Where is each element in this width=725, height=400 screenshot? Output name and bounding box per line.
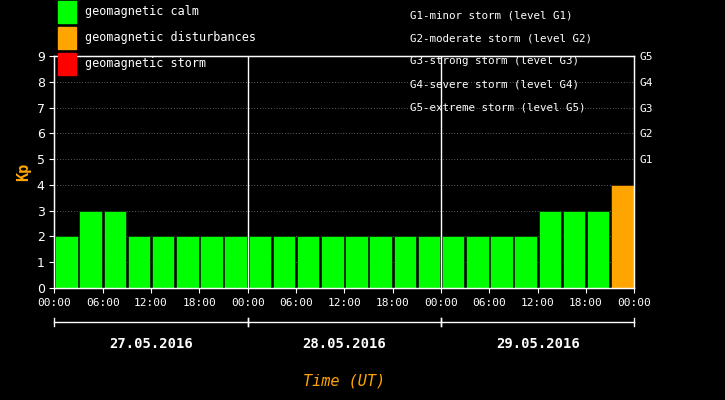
Bar bbox=[321, 236, 344, 288]
Bar bbox=[104, 211, 126, 288]
Y-axis label: Kp: Kp bbox=[16, 163, 31, 181]
Bar bbox=[490, 236, 513, 288]
Bar bbox=[418, 236, 440, 288]
Bar bbox=[563, 211, 585, 288]
Bar bbox=[249, 236, 271, 288]
Bar bbox=[55, 236, 78, 288]
Bar bbox=[152, 236, 174, 288]
Bar bbox=[539, 211, 561, 288]
Bar bbox=[394, 236, 416, 288]
Bar bbox=[176, 236, 199, 288]
Text: G4-severe storm (level G4): G4-severe storm (level G4) bbox=[410, 80, 579, 90]
Text: 29.05.2016: 29.05.2016 bbox=[496, 337, 579, 351]
Text: geomagnetic storm: geomagnetic storm bbox=[85, 58, 206, 70]
Text: 27.05.2016: 27.05.2016 bbox=[109, 337, 193, 351]
Bar bbox=[587, 211, 609, 288]
Text: G1-minor storm (level G1): G1-minor storm (level G1) bbox=[410, 10, 572, 20]
Bar bbox=[79, 211, 102, 288]
Text: G3-strong storm (level G3): G3-strong storm (level G3) bbox=[410, 56, 579, 66]
Text: 28.05.2016: 28.05.2016 bbox=[302, 337, 386, 351]
Text: G2-moderate storm (level G2): G2-moderate storm (level G2) bbox=[410, 33, 592, 43]
Bar bbox=[442, 236, 464, 288]
Text: geomagnetic calm: geomagnetic calm bbox=[85, 6, 199, 18]
Bar bbox=[345, 236, 368, 288]
Text: geomagnetic disturbances: geomagnetic disturbances bbox=[85, 32, 256, 44]
Bar bbox=[466, 236, 489, 288]
Bar bbox=[611, 185, 634, 288]
Bar bbox=[200, 236, 223, 288]
Bar bbox=[297, 236, 319, 288]
Bar bbox=[369, 236, 392, 288]
Bar bbox=[224, 236, 247, 288]
Text: Time (UT): Time (UT) bbox=[303, 373, 386, 388]
Text: G5-extreme storm (level G5): G5-extreme storm (level G5) bbox=[410, 103, 585, 113]
Bar bbox=[273, 236, 295, 288]
Bar bbox=[128, 236, 150, 288]
Bar bbox=[514, 236, 536, 288]
